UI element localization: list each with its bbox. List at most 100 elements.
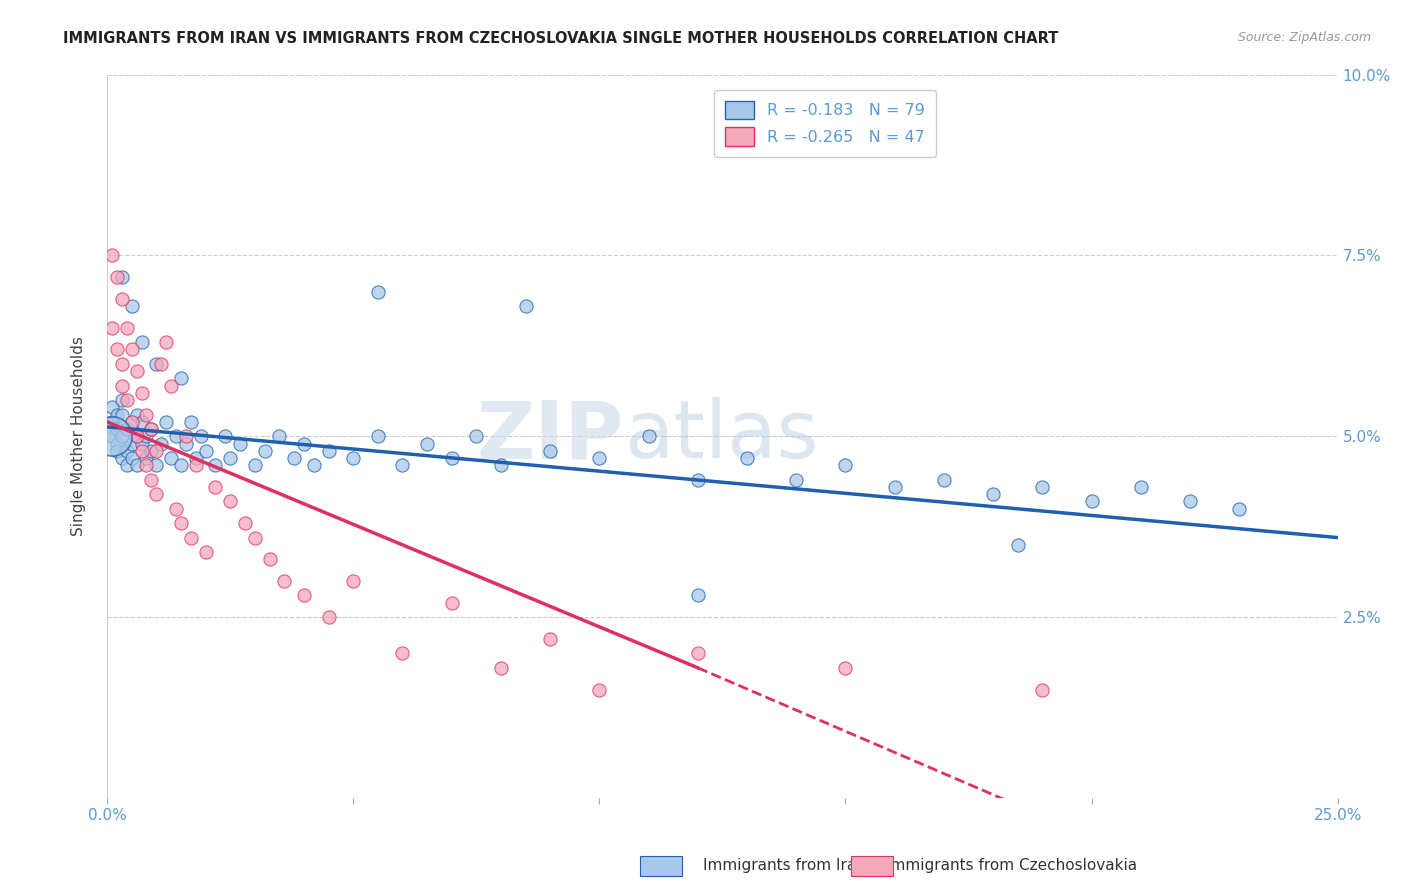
Point — [141, 422, 163, 436]
Point — [538, 443, 561, 458]
Point — [194, 545, 217, 559]
Point — [111, 429, 134, 443]
Point — [125, 458, 148, 473]
Point — [121, 450, 143, 465]
Point — [686, 646, 709, 660]
Point — [292, 436, 315, 450]
Point — [145, 357, 167, 371]
Point — [440, 596, 463, 610]
Point — [391, 458, 413, 473]
Point — [105, 436, 128, 450]
Point — [111, 393, 134, 408]
Point — [1007, 538, 1029, 552]
Text: Source: ZipAtlas.com: Source: ZipAtlas.com — [1237, 31, 1371, 45]
Point — [111, 357, 134, 371]
Point — [145, 458, 167, 473]
Point — [342, 574, 364, 588]
Point — [174, 429, 197, 443]
Point — [1031, 682, 1053, 697]
Point — [170, 458, 193, 473]
Point — [125, 408, 148, 422]
Point — [686, 473, 709, 487]
Point — [204, 480, 226, 494]
Point — [515, 299, 537, 313]
Point — [233, 516, 256, 530]
Point — [318, 443, 340, 458]
Point — [121, 436, 143, 450]
Point — [538, 632, 561, 646]
Point — [214, 429, 236, 443]
Point — [145, 487, 167, 501]
Point — [101, 429, 124, 443]
Point — [637, 429, 659, 443]
Point — [588, 682, 610, 697]
Point — [111, 270, 134, 285]
Point — [440, 450, 463, 465]
Point — [115, 422, 138, 436]
Point — [883, 480, 905, 494]
Point — [273, 574, 295, 588]
Point — [243, 531, 266, 545]
Point — [1129, 480, 1152, 494]
Point — [204, 458, 226, 473]
Point — [101, 320, 124, 334]
Point — [111, 450, 134, 465]
Point — [785, 473, 807, 487]
Point — [111, 378, 134, 392]
Point — [115, 320, 138, 334]
Point — [115, 393, 138, 408]
Point — [834, 661, 856, 675]
Point — [367, 285, 389, 299]
Point — [150, 357, 173, 371]
Point — [184, 450, 207, 465]
Point — [145, 443, 167, 458]
Point — [131, 415, 153, 429]
Point — [318, 610, 340, 624]
Point — [105, 270, 128, 285]
Point — [141, 443, 163, 458]
Point — [219, 494, 242, 508]
Point — [170, 371, 193, 385]
Point — [125, 429, 148, 443]
Point — [283, 450, 305, 465]
Point — [269, 429, 291, 443]
Point — [932, 473, 955, 487]
Point — [367, 429, 389, 443]
Point — [180, 415, 202, 429]
Point — [131, 335, 153, 350]
Point — [141, 473, 163, 487]
Point — [253, 443, 276, 458]
Point — [115, 458, 138, 473]
Point — [101, 429, 124, 443]
Text: Immigrants from Iran: Immigrants from Iran — [703, 858, 866, 872]
Point — [131, 443, 153, 458]
Point — [155, 335, 177, 350]
Point — [190, 429, 212, 443]
Text: IMMIGRANTS FROM IRAN VS IMMIGRANTS FROM CZECHOSLOVAKIA SINGLE MOTHER HOUSEHOLDS : IMMIGRANTS FROM IRAN VS IMMIGRANTS FROM … — [63, 31, 1059, 46]
Point — [155, 415, 177, 429]
Legend: R = -0.183   N = 79, R = -0.265   N = 47: R = -0.183 N = 79, R = -0.265 N = 47 — [714, 90, 936, 157]
Point — [135, 429, 157, 443]
Point — [105, 343, 128, 357]
Point — [160, 378, 183, 392]
Point — [105, 422, 128, 436]
Point — [105, 408, 128, 422]
Point — [101, 401, 124, 415]
Point — [259, 552, 281, 566]
Point — [834, 458, 856, 473]
Point — [229, 436, 252, 450]
Point — [302, 458, 325, 473]
Point — [125, 429, 148, 443]
Point — [165, 429, 187, 443]
Point — [342, 450, 364, 465]
Text: Immigrants from Czechoslovakia: Immigrants from Czechoslovakia — [886, 858, 1137, 872]
Point — [1227, 501, 1250, 516]
Point — [131, 436, 153, 450]
Point — [111, 292, 134, 306]
Point — [219, 450, 242, 465]
Point — [686, 589, 709, 603]
Point — [981, 487, 1004, 501]
Point — [184, 458, 207, 473]
Point — [588, 450, 610, 465]
Point — [141, 422, 163, 436]
